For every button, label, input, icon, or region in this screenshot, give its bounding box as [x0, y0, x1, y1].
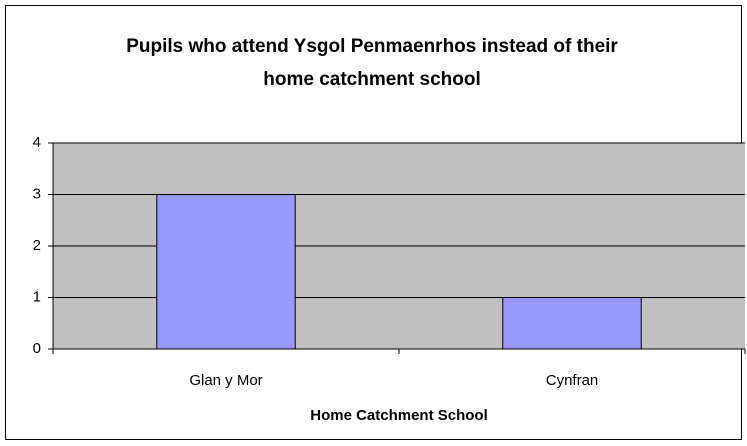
bar [156, 194, 296, 350]
x-axis-title: Home Catchment School [310, 407, 488, 424]
x-tick-label: Glan y Mor [189, 372, 262, 389]
bar [502, 297, 642, 350]
y-tick-label: 1 [33, 288, 41, 305]
x-tick-label: Cynfran [546, 372, 599, 389]
y-tick-label: 4 [33, 134, 41, 151]
y-tick-label: 2 [33, 237, 41, 254]
chart-title: Pupils who attend Ysgol Penmaenrhos inst… [126, 36, 618, 90]
y-tick-label: 3 [33, 185, 41, 202]
y-tick-label: 0 [33, 340, 41, 357]
